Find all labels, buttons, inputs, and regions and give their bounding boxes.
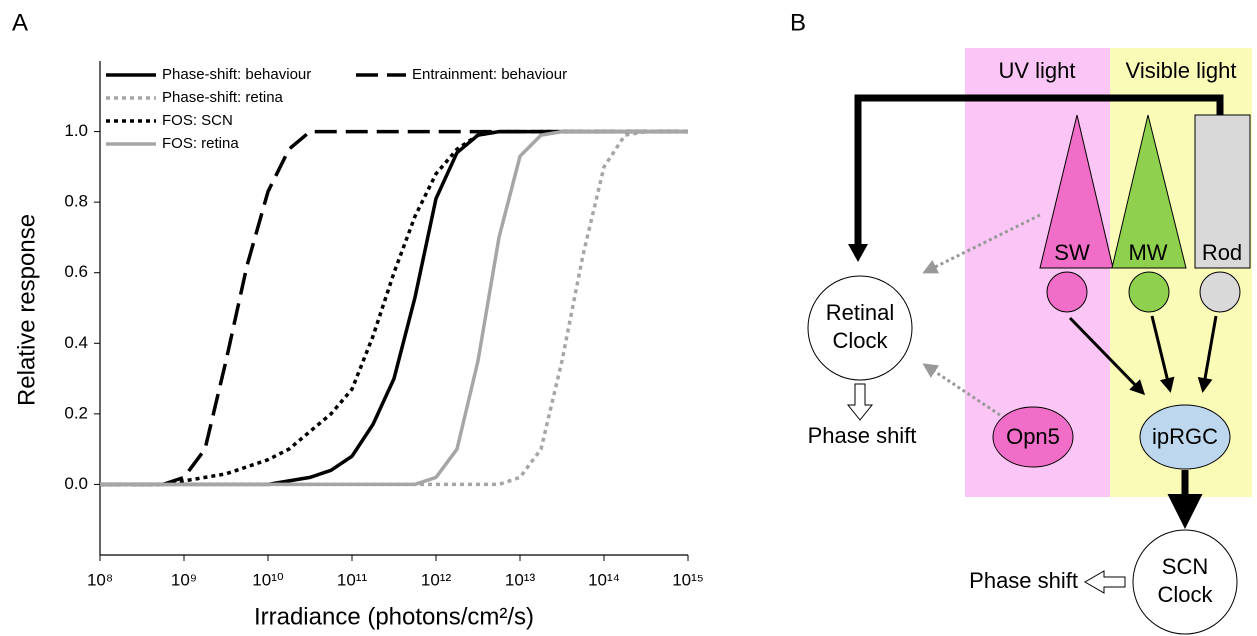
line [100,129,688,487]
opn5 [992,406,1074,468]
retinal-clock-label: Clock [832,328,888,353]
rod-label: Rod [1202,240,1242,265]
mw-label: MW [1128,240,1167,265]
sw-label: SW [1054,240,1090,265]
legend-label: Entrainment: behaviour [412,66,567,83]
rod-pathway [854,94,1224,250]
line [100,129,688,487]
retinal-clock [807,275,913,381]
x-tick-label: 10¹² [421,570,452,589]
diagram: B UV light Visible light SW MW Rod Retin… [790,9,1252,635]
y-tick-label: 0.6 [64,262,88,281]
sw-to-iprgc [1068,316,1146,396]
x-tick-label: 10¹⁴ [588,570,620,589]
legend-label: FOS: SCN [162,112,233,129]
legend-label: Phase-shift: behaviour [162,66,311,83]
panel-label: A [12,9,28,36]
y-axis-label: Relative response [13,214,40,406]
x-tick-label: 10⁹ [171,570,197,589]
scn-clock [1132,529,1238,635]
line [100,129,688,487]
mw-cone [1111,114,1187,269]
y-tick-label: 0.8 [64,192,88,211]
hollow-arrow [1084,570,1126,594]
arrow-head [848,244,868,262]
panel-label: B [790,9,806,36]
sw-cone [1039,114,1114,269]
phase-shift-label: Phase shift [969,568,1078,593]
mw-soma [1128,271,1170,313]
rod [1194,114,1251,269]
hollow-arrow [846,383,874,421]
rod-to-iprgc [1197,315,1218,393]
x-tick-label: 10¹³ [505,570,536,589]
legend-label: FOS: retina [162,135,239,152]
y-tick-label: 0.0 [64,474,88,493]
y-tick-label: 1.0 [64,121,88,140]
opn5-label: Opn5 [1006,424,1060,449]
y-tick-label: 0.4 [64,333,88,352]
rod-soma [1199,271,1241,313]
visible-label: Visible light [1126,58,1237,83]
y-tick-label: 0.2 [64,403,88,422]
scn-clock-label: SCN [1162,554,1208,579]
mw-to-iprgc [1150,315,1175,393]
x-tick-label: 10¹⁰ [252,570,284,589]
x-axis-label: Irradiance (photons/cm²/s) [254,603,534,630]
phase-shift-label: Phase shift [808,423,917,448]
sw-soma [1046,271,1088,313]
line [100,129,688,487]
line [100,129,688,487]
legend-label: Phase-shift: retina [162,89,284,106]
iprgc [1139,404,1231,470]
retinal-clock-label: Retinal [826,300,894,325]
chart: A Irradiance (photons/cm²/s) Relative re… [12,9,704,630]
x-tick-label: 10¹⁵ [672,570,704,589]
x-tick-label: 10¹¹ [337,570,368,589]
x-tick-label: 10⁸ [87,570,113,589]
uv-label: UV light [998,58,1075,83]
iprgc-label: ipRGC [1152,424,1218,449]
scn-clock-label: Clock [1157,582,1213,607]
